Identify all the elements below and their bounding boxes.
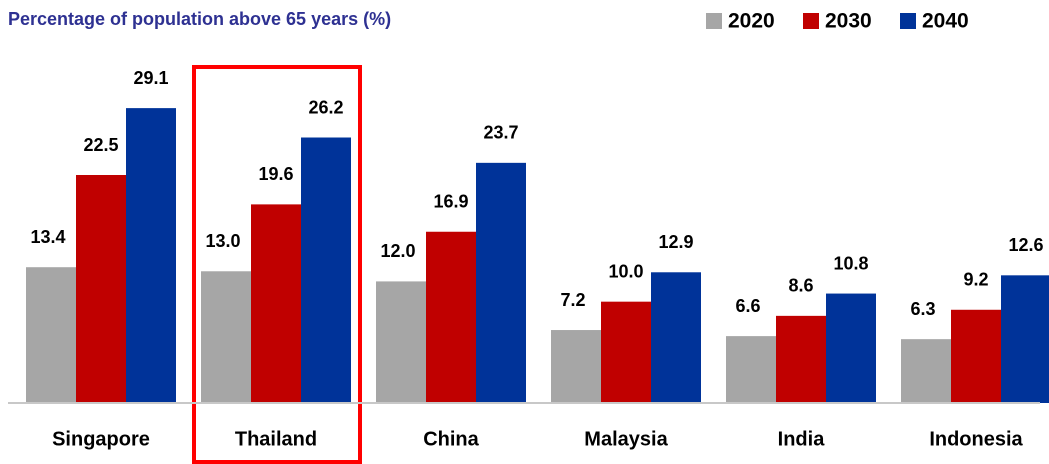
bar [76,175,126,403]
legend-swatch [900,13,916,29]
data-label: 6.6 [735,296,760,316]
data-label: 13.0 [205,231,240,251]
data-label: 12.0 [380,241,415,261]
data-label: 6.3 [910,299,935,319]
chart-title: Percentage of population above 65 years … [8,9,391,29]
bar [251,204,301,403]
data-label: 13.4 [30,227,65,247]
bar [426,231,476,403]
bar [826,293,876,403]
x-tick-label: China [423,428,479,450]
bar [1001,275,1049,403]
data-label: 10.8 [833,253,868,273]
legend-swatch [706,13,722,29]
x-tick-label: Indonesia [929,428,1023,450]
legend-swatch [803,13,819,29]
x-tick-label: Thailand [235,428,317,450]
bar [376,281,426,403]
bar [301,137,351,404]
data-label: 26.2 [308,97,343,117]
bar [726,336,776,403]
x-tick-label: Malaysia [584,428,668,450]
bar [551,330,601,403]
x-tick-label: India [778,428,826,450]
data-label: 12.9 [658,232,693,252]
data-label: 7.2 [560,290,585,310]
x-tick-label: Singapore [52,428,150,450]
data-label: 19.6 [258,164,293,184]
legend-label: 2040 [922,10,969,33]
bar [951,309,1001,403]
data-label: 23.7 [483,123,518,143]
data-label: 16.9 [433,191,468,211]
data-label: 22.5 [83,135,118,155]
bar [651,272,701,403]
bar [201,271,251,403]
bar [126,108,176,404]
data-label: 12.6 [1008,235,1043,255]
legend-label: 2020 [728,10,775,33]
highlight-box [192,65,362,464]
data-label: 10.0 [608,261,643,281]
data-label: 8.6 [788,276,813,296]
data-label: 29.1 [133,68,168,88]
bar [601,301,651,403]
bar [26,267,76,403]
bar [901,339,951,403]
data-label: 9.2 [963,270,988,290]
legend-label: 2030 [825,10,872,33]
bar [476,162,526,403]
bar [776,315,826,403]
